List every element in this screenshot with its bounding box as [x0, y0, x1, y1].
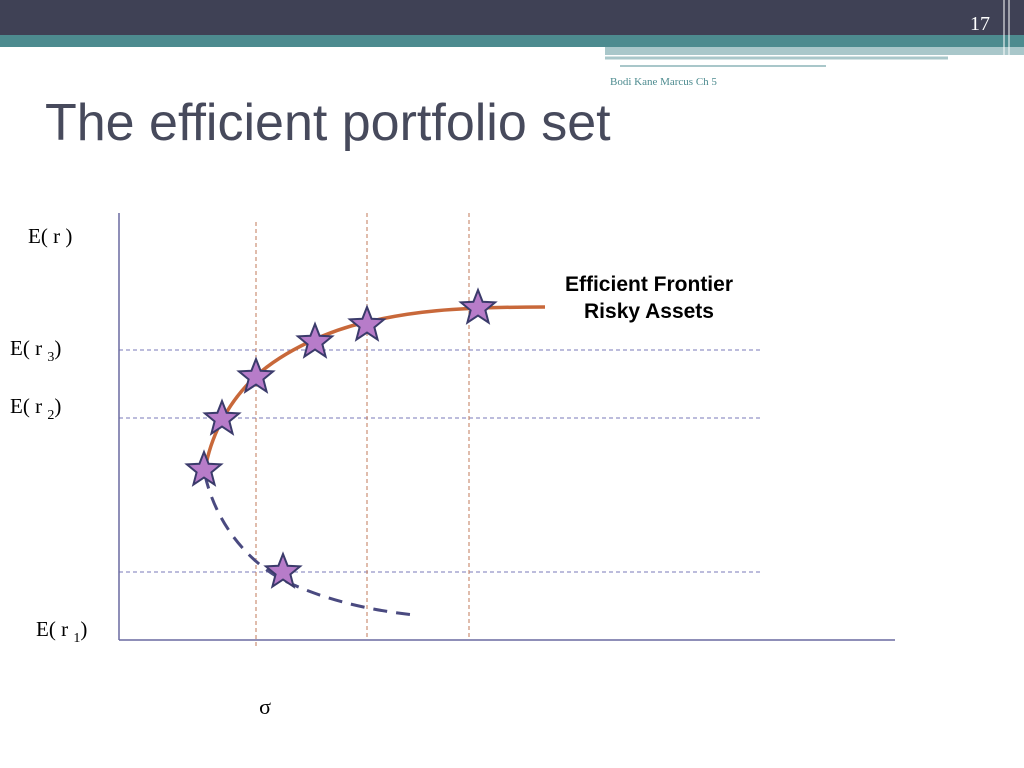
portfolio-star — [459, 289, 497, 324]
level-prefix: E( r — [10, 336, 47, 360]
page-number: 17 — [970, 13, 990, 35]
slide-title: The efficient portfolio set — [45, 94, 611, 152]
header-stripe-light — [605, 47, 1024, 55]
frontier-label: Risky Assets — [584, 300, 714, 323]
level-label: E( r 1) — [36, 617, 87, 646]
level-prefix: E( r — [10, 394, 47, 418]
level-label: E( r 2) — [10, 394, 61, 423]
portfolio-star — [264, 553, 302, 588]
frontier-label: Efficient Frontier — [565, 273, 733, 296]
x-axis-label: σ — [259, 694, 271, 719]
portfolio-star — [296, 323, 334, 358]
level-close: ) — [54, 394, 61, 418]
level-sub: 2 — [47, 408, 54, 423]
level-sub: 1 — [73, 631, 80, 646]
level-sub: 3 — [47, 350, 54, 365]
header-bar — [0, 0, 1024, 35]
portfolio-star — [203, 400, 241, 435]
level-label: E( r 3) — [10, 336, 61, 365]
portfolio-star — [185, 451, 223, 486]
source-note: Bodi Kane Marcus Ch 5 — [610, 76, 717, 88]
level-prefix: E( r — [36, 617, 73, 641]
guides-vertical — [255, 213, 470, 648]
y-axis-label: E( r ) — [28, 224, 72, 248]
portfolios — [185, 289, 497, 588]
header-stripe — [0, 35, 1024, 47]
level-close: ) — [54, 336, 61, 360]
minimum-variance-lower — [203, 474, 416, 617]
level-close: ) — [80, 617, 87, 641]
guides-horizontal — [119, 349, 760, 573]
